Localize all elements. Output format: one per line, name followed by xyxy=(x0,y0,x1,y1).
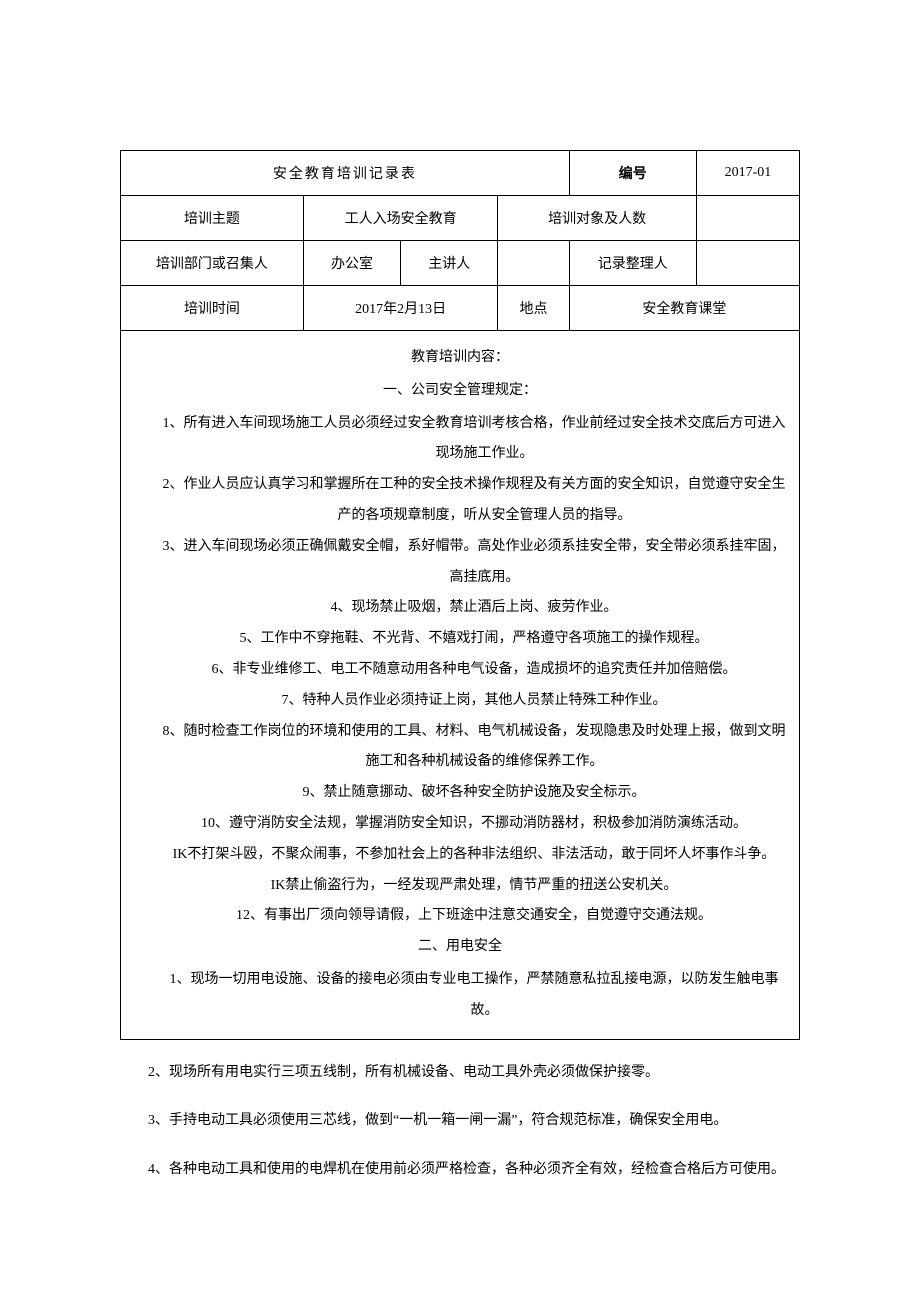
document-title: 安全教育培训记录表 xyxy=(121,151,570,196)
list-item: 10、遵守消防安全法规，掌握消防安全知识，不挪动消防器材，积极参加消防演练活动。 xyxy=(143,809,791,840)
time-value: 2017年2月13日 xyxy=(303,286,497,331)
list-item: 2、现场所有用电实行三项五线制，所有机械设备、电动工具外壳必须做保护接零。 xyxy=(120,1058,800,1089)
theme-label: 培训主题 xyxy=(121,196,304,241)
dept-value: 办公室 xyxy=(303,241,400,286)
presenter-value xyxy=(498,241,569,286)
section1-title: 一、公司安全管理规定： xyxy=(129,376,791,407)
list-item: 3、进入车间现场必须正确佩戴安全帽，系好帽带。高处作业必须系挂安全带，安全带必须… xyxy=(143,532,791,594)
presenter-label: 主讲人 xyxy=(401,241,498,286)
list-item: IK禁止偷盗行为，一经发现严肃处理，情节严重的扭送公安机关。 xyxy=(143,871,791,902)
dept-label: 培训部门或召集人 xyxy=(121,241,304,286)
number-label: 编号 xyxy=(569,151,696,196)
content-cell: 教育培训内容： 一、公司安全管理规定： 1、所有进入车间现场施工人员必须经过安全… xyxy=(121,331,800,1040)
list-item: 7、特种人员作业必须持证上岗，其他人员禁止特殊工种作业。 xyxy=(143,686,791,717)
list-item: 8、随时检查工作岗位的环境和使用的工具、材料、电气机械设备，发现隐患及时处理上报… xyxy=(143,717,791,779)
audience-label: 培训对象及人数 xyxy=(498,196,696,241)
list-item: 1、所有进入车间现场施工人员必须经过安全教育培训考核合格，作业前经过安全技术交底… xyxy=(143,409,791,471)
content-heading: 教育培训内容： xyxy=(129,343,791,374)
recorder-label: 记录整理人 xyxy=(569,241,696,286)
list-item: 6、非专业维修工、电工不随意动用各种电气设备，造成损坏的追究责任并加倍赔偿。 xyxy=(143,655,791,686)
list-item: 12、有事出厂须向领导请假，上下班途中注意交通安全，自觉遵守交通法规。 xyxy=(143,901,791,932)
list-item: 5、工作中不穿拖鞋、不光背、不嬉戏打闹，严格遵守各项施工的操作规程。 xyxy=(143,624,791,655)
list-item: IK不打架斗殴，不聚众闹事，不参加社会上的各种非法组织、非法活动，敢于同坏人坏事… xyxy=(143,840,791,871)
list-item: 2、作业人员应认真学习和掌握所在工种的安全技术操作规程及有关方面的安全知识，自觉… xyxy=(143,470,791,532)
location-label: 地点 xyxy=(498,286,569,331)
location-value: 安全教育课堂 xyxy=(569,286,799,331)
section1-list: 1、所有进入车间现场施工人员必须经过安全教育培训考核合格，作业前经过安全技术交底… xyxy=(129,409,791,933)
training-record-table: 安全教育培训记录表 编号 2017-01 培训主题 工人入场安全教育 培训对象及… xyxy=(120,150,800,1040)
list-item: 4、现场禁止吸烟，禁止酒后上岗、疲劳作业。 xyxy=(143,593,791,624)
number-value: 2017-01 xyxy=(696,151,799,196)
list-item: 1、现场一切用电设施、设备的接电必须由专业电工操作，严禁随意私拉乱接电源，以防发… xyxy=(143,965,791,1027)
theme-value: 工人入场安全教育 xyxy=(303,196,497,241)
section2-list-inside: 1、现场一切用电设施、设备的接电必须由专业电工操作，严禁随意私拉乱接电源，以防发… xyxy=(129,965,791,1027)
time-label: 培训时间 xyxy=(121,286,304,331)
list-item: 4、各种电动工具和使用的电焊机在使用前必须严格检查，各种必须齐全有效，经检查合格… xyxy=(120,1155,800,1186)
audience-value xyxy=(696,196,799,241)
list-item: 3、手持电动工具必须使用三芯线，做到“一机一箱一闸一漏”，符合规范标准，确保安全… xyxy=(120,1106,800,1137)
section2-title: 二、用电安全 xyxy=(129,932,791,963)
list-item: 9、禁止随意挪动、破坏各种安全防护设施及安全标示。 xyxy=(143,778,791,809)
section2-list-outside: 2、现场所有用电实行三项五线制，所有机械设备、电动工具外壳必须做保护接零。 3、手… xyxy=(120,1058,800,1186)
recorder-value xyxy=(696,241,799,286)
